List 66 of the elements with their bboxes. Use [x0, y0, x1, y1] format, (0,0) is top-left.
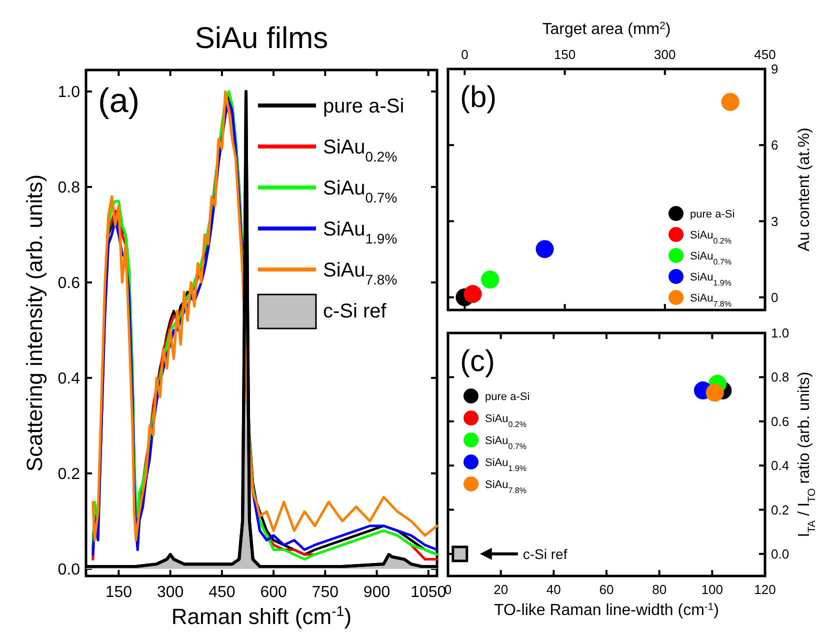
legend-label: SiAu$_{1.9%}$ [690, 271, 732, 287]
y-tick-label: 1.0 [58, 84, 80, 102]
x-axis-title: Target area (mm$^{2}$) [542, 20, 671, 38]
legend-label: SiAu$_{0.2%}$ [485, 412, 526, 428]
y-tick-label: 0.8 [58, 180, 80, 197]
x-tick-label: 600 [260, 584, 287, 601]
x-tick-label: 900 [363, 584, 390, 601]
y-tick-label: 0.0 [58, 561, 80, 578]
y2-tick-label: 0.4 [771, 458, 790, 474]
legend-label: SiAu$_{7.8%}$ [485, 478, 526, 494]
x-tick-label: 750 [312, 584, 339, 601]
legend-label: SiAu$_{0.7%}$ [690, 250, 732, 266]
x-tick-label: 300 [156, 584, 184, 601]
y2-tick-label: 0.8 [771, 370, 790, 385]
point [464, 285, 482, 304]
y-tick-label: 0.2 [58, 466, 80, 483]
x-tick-label: 100 [701, 582, 724, 597]
legend-label: SiAu$_{0.7%}$ [485, 434, 526, 450]
x-tick-label: 450 [754, 47, 776, 62]
x-tick-label: 60 [599, 582, 614, 597]
legend-label: SiAu$_{1.9%}$ [485, 456, 526, 472]
x-tick-label: 0 [461, 47, 468, 62]
annotation: (a) [98, 82, 140, 120]
x-axis-title: Raman shift (cm$^{-1}$) [171, 604, 352, 629]
x-tick-label: 150 [554, 47, 576, 62]
x-tick-label: 450 [208, 584, 236, 601]
y2-tick-label: 0.0 [771, 546, 790, 562]
annotation: (c) [460, 345, 495, 378]
y-axis-title: Scattering intensity (arb. units) [22, 174, 47, 472]
y2-tick-label: 0.6 [771, 414, 790, 429]
x-axis-title: TO-like Raman line-width (cm$^{-1}$) [494, 602, 719, 619]
y2-tick-label: 3 [771, 214, 778, 229]
x-tick-label: 0 [444, 582, 452, 597]
legend-label: SiAu$_{1.9%}$ [323, 218, 398, 246]
y2-tick-label: 0.2 [771, 502, 790, 518]
y-tick-label: 0.6 [58, 275, 80, 292]
legend-label: SiAu$_{0.7%}$ [323, 178, 398, 206]
x-tick-label: 80 [652, 582, 667, 597]
legend-label: SiAu$_{7.8%}$ [323, 260, 398, 288]
y2-axis-title: Au content (at.%) [796, 128, 813, 252]
x-tick-label: 40 [546, 582, 561, 597]
legend-label: pure a-Si [323, 96, 404, 118]
x-tick-label: 150 [105, 584, 132, 601]
legend-label: SiAu$_{0.2%}$ [323, 136, 398, 164]
y2-tick-label: 6 [771, 138, 778, 153]
x-tick-label: 120 [754, 582, 776, 597]
annotation: (b) [460, 81, 497, 114]
point [536, 240, 554, 258]
point [452, 546, 468, 562]
legend-label: c-Si ref [323, 300, 387, 322]
x-tick-label: 1050 [410, 584, 446, 601]
point [706, 384, 724, 402]
annotation: c-Si ref [522, 546, 568, 562]
point [481, 270, 500, 289]
y2-tick-label: 1.0 [771, 326, 790, 341]
legend-label: pure a-Si [485, 390, 530, 403]
y-tick-label: 0.4 [58, 370, 80, 388]
legend-label: SiAu$_{0.2%}$ [690, 229, 732, 245]
y2-tick-label: 0 [771, 290, 778, 305]
chart-title: SiAu films [194, 22, 328, 55]
point [721, 92, 740, 111]
x-tick-label: 300 [654, 47, 676, 62]
y2-tick-label: 9 [771, 62, 778, 77]
legend-label: SiAu$_{7.8%}$ [690, 292, 732, 308]
x-tick-label: 20 [494, 582, 508, 597]
legend-label: pure a-Si [690, 208, 735, 220]
